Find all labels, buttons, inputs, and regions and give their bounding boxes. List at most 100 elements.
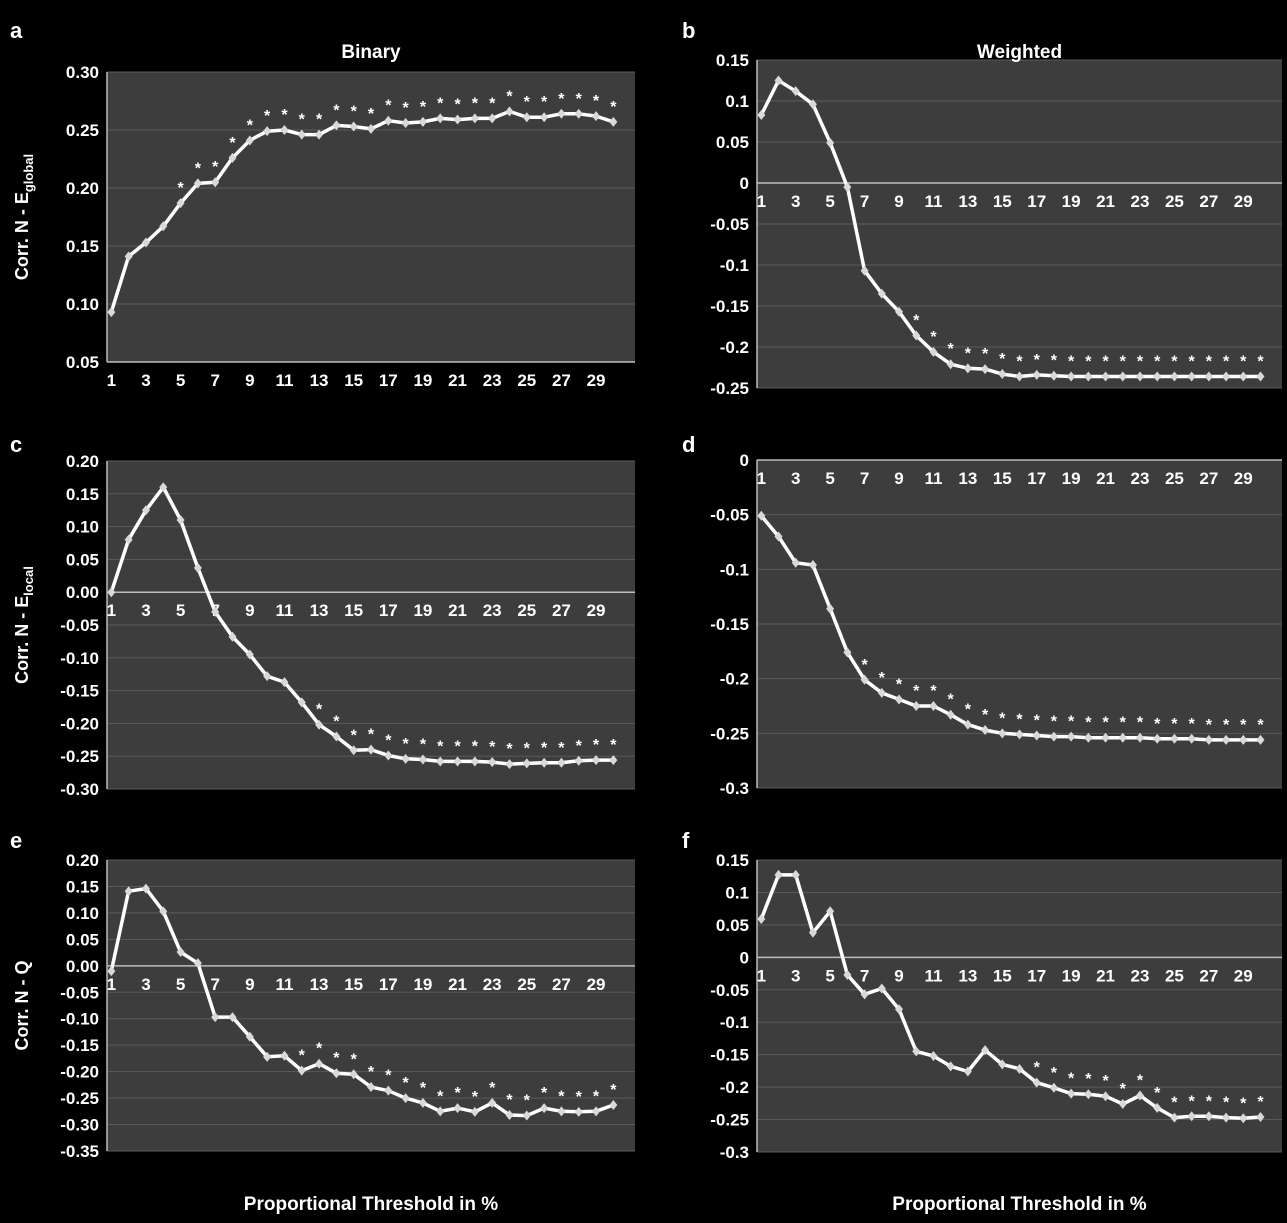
data-point-d [1222, 734, 1231, 745]
significance-marker-d: * [1240, 717, 1247, 734]
significance-marker-a: * [264, 108, 271, 125]
data-point-b [946, 359, 955, 370]
significance-marker-f: * [1120, 1081, 1127, 1098]
y-tick-label-f: -0.05 [710, 981, 749, 1000]
significance-marker-b: * [1102, 354, 1109, 371]
significance-marker-d: * [1171, 716, 1178, 733]
x-tick-label-a: 13 [310, 371, 329, 390]
data-point-e [505, 1110, 514, 1121]
y-tick-label-c: 0.05 [66, 550, 99, 569]
significance-marker-c: * [489, 739, 496, 756]
significance-marker-e: * [524, 1093, 531, 1110]
data-point-e [540, 1103, 549, 1114]
data-point-c [107, 587, 116, 598]
significance-marker-f: * [1051, 1065, 1058, 1082]
data-point-c [488, 757, 497, 768]
data-point-f [981, 1045, 990, 1056]
data-point-f [826, 906, 835, 917]
data-point-e [557, 1106, 566, 1117]
y-tick-label-e: -0.10 [60, 1010, 99, 1029]
x-tick-label-a: 5 [176, 371, 185, 390]
significance-marker-b: * [1171, 354, 1178, 371]
significance-marker-e: * [593, 1088, 600, 1105]
data-point-b [1239, 371, 1248, 382]
data-point-b [1084, 371, 1093, 382]
significance-marker-a: * [489, 95, 496, 112]
significance-marker-e: * [489, 1080, 496, 1097]
x-tick-label-a: 3 [141, 371, 150, 390]
data-point-c [245, 649, 254, 660]
panel-letter-d: d [682, 432, 695, 457]
significance-marker-c: * [472, 738, 479, 755]
x-axis-title-f: Proportional Threshold in % [892, 1194, 1147, 1215]
x-tick-label-a: 19 [413, 371, 432, 390]
y-tick-label-c: 0.00 [66, 583, 99, 602]
y-tick-label-b: 0.1 [725, 92, 749, 111]
significance-marker-e: * [454, 1085, 461, 1102]
data-point-e [488, 1097, 497, 1108]
data-point-c [280, 677, 289, 688]
data-point-f [895, 1004, 904, 1015]
x-tick-label-c: 23 [483, 601, 502, 620]
y-tick-label-e: -0.30 [60, 1116, 99, 1135]
x-tick-label-d: 21 [1096, 469, 1115, 488]
y-tick-label-d: -0.2 [720, 670, 749, 689]
x-tick-label-c: 17 [379, 601, 398, 620]
x-tick-label-f: 21 [1096, 966, 1115, 985]
x-tick-label-f: 29 [1234, 966, 1253, 985]
panel-letter-b: b [682, 18, 695, 43]
data-point-f [791, 869, 800, 880]
data-point-b [826, 137, 835, 148]
data-point-a [245, 135, 254, 146]
y-axis-title-main: Corr. N - E [12, 192, 32, 280]
data-point-c [574, 755, 583, 766]
data-point-a [228, 152, 237, 163]
significance-marker-d: * [948, 692, 955, 709]
data-point-c [297, 697, 306, 708]
significance-marker-b: * [1085, 354, 1092, 371]
y-tick-label-b: -0.25 [710, 379, 749, 398]
significance-marker-e: * [403, 1075, 410, 1092]
panel-letter-f: f [682, 828, 690, 853]
data-point-e [228, 1012, 237, 1023]
significance-marker-f: * [1154, 1085, 1161, 1102]
x-tick-label-b: 1 [757, 192, 766, 211]
significance-marker-b: * [1154, 354, 1161, 371]
x-tick-label-b: 27 [1199, 192, 1218, 211]
data-point-d [1084, 732, 1093, 743]
data-point-b [877, 288, 886, 299]
data-point-b [1049, 370, 1058, 381]
data-point-b [808, 99, 817, 110]
data-point-b [963, 363, 972, 374]
data-point-f [912, 1046, 921, 1057]
significance-marker-a: * [281, 107, 288, 124]
data-point-f [808, 927, 817, 938]
x-tick-label-a: 17 [379, 371, 398, 390]
data-point-e [280, 1050, 289, 1061]
x-tick-label-e: 17 [379, 975, 398, 994]
data-point-b [1153, 371, 1162, 382]
data-point-b [843, 182, 852, 193]
data-point-e [609, 1099, 618, 1110]
x-tick-label-e: 9 [245, 975, 254, 994]
data-point-d [774, 531, 783, 542]
data-point-c [401, 753, 410, 764]
significance-marker-d: * [1016, 711, 1023, 728]
x-tick-label-f: 11 [924, 966, 942, 985]
data-point-a [609, 116, 618, 127]
data-point-c [505, 759, 514, 770]
significance-marker-c: * [437, 738, 444, 755]
y-tick-label-e: 0.00 [66, 957, 99, 976]
column-title-a: Binary [341, 42, 401, 63]
data-point-f [757, 914, 766, 925]
data-point-d [1135, 732, 1144, 743]
y-tick-label-e: -0.25 [60, 1089, 99, 1108]
data-point-e [245, 1031, 254, 1042]
y-tick-label-b: 0 [740, 174, 749, 193]
data-point-f [1015, 1063, 1024, 1074]
data-point-d [998, 728, 1007, 739]
data-point-d [912, 701, 921, 711]
data-point-a [159, 221, 168, 232]
significance-marker-c: * [593, 737, 600, 754]
panel-c: 0.20 0.15 0.10 0.05 0.00 -0.05 -0.10 -0.15 -0.20… [10, 432, 635, 799]
